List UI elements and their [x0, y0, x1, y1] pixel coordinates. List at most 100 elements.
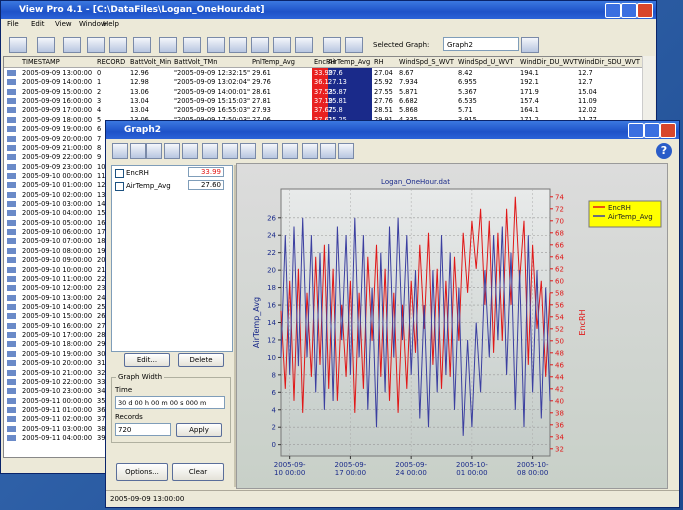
time-input[interactable]: 30 d 00 h 00 m 00 s 000 m — [115, 396, 225, 409]
table-cell: 2005-09-09 23:00:00 — [22, 162, 93, 171]
table-cell: 2005-09-10 01:00:00 — [22, 181, 93, 190]
tool-icon[interactable] — [229, 37, 247, 53]
table-cell: 21 — [97, 265, 106, 274]
tool-icon[interactable] — [112, 143, 128, 159]
graph-width-group — [111, 377, 231, 443]
y-tick-label: 16 — [267, 302, 276, 310]
y-tick-label: 14 — [267, 319, 276, 327]
tool-icon[interactable] — [159, 37, 177, 53]
menu-item[interactable]: View — [55, 20, 72, 28]
table-cell: 32 — [97, 368, 106, 377]
graph-select[interactable]: Graph2 — [443, 37, 519, 51]
options-button[interactable]: Options... — [116, 463, 168, 481]
tool-icon[interactable] — [109, 37, 127, 53]
tool-icon[interactable] — [130, 143, 146, 159]
trace-checkbox[interactable] — [115, 182, 124, 191]
maximize[interactable] — [644, 123, 660, 138]
tool-icon[interactable] — [87, 37, 105, 53]
tool-icon[interactable] — [240, 143, 256, 159]
row-icon — [7, 369, 16, 376]
trace-name[interactable]: EncRH — [126, 169, 149, 177]
tool-icon[interactable] — [202, 143, 218, 159]
y-axis-label: AirTemp_Avg — [252, 297, 261, 348]
table-cell: 2005-09-10 07:00:00 — [22, 237, 93, 246]
table-cell: 16 — [97, 218, 106, 227]
table-cell: 2005-09-09 20:00:00 — [22, 134, 93, 143]
tool-icon[interactable] — [251, 37, 269, 53]
minimize[interactable] — [605, 3, 621, 18]
tool-icon[interactable] — [222, 143, 238, 159]
row-icon — [7, 378, 16, 385]
table-cell: 6.682 — [399, 97, 418, 106]
maximize[interactable] — [621, 3, 637, 18]
tool-icon[interactable] — [302, 143, 318, 159]
edit-button[interactable]: Edit... — [124, 353, 170, 367]
tool-icon[interactable] — [323, 37, 341, 53]
tool-icon[interactable] — [521, 37, 539, 53]
table-cell: 2005-09-10 21:00:00 — [22, 368, 93, 377]
table-cell: 29.76 — [252, 78, 271, 87]
trace-checkbox[interactable] — [115, 169, 124, 178]
y2-tick-label: 54 — [555, 313, 564, 321]
table-cell: 2005-09-10 19:00:00 — [22, 349, 93, 358]
table-cell: 11.77 — [578, 116, 597, 124]
close[interactable] — [637, 3, 653, 18]
y2-tick-label: 58 — [555, 289, 564, 297]
tool-icon[interactable] — [37, 37, 55, 53]
y-tick-label: 22 — [267, 249, 276, 257]
help-icon[interactable]: ? — [656, 143, 672, 159]
tool-icon[interactable] — [9, 37, 27, 53]
tool-icon[interactable] — [182, 143, 198, 159]
menu-item[interactable]: Window — [79, 20, 107, 28]
chart: Logan_OneHour.dat02468101214161820222426… — [252, 178, 662, 459]
column-header: BattVolt_Min — [130, 58, 172, 66]
tool-icon[interactable] — [146, 143, 162, 159]
tool-icon[interactable] — [183, 37, 201, 53]
selected-graph-label: Selected Graph: — [373, 41, 430, 49]
tool-icon[interactable] — [207, 37, 225, 53]
table-cell: 2005-09-10 22:00:00 — [22, 377, 93, 386]
tool-icon[interactable] — [133, 37, 151, 53]
tool-icon[interactable] — [338, 143, 354, 159]
row-icon — [7, 350, 16, 357]
table-cell: 12.96 — [130, 69, 149, 77]
y2-tick-label: 70 — [555, 217, 564, 225]
table-cell: 13.04 — [130, 97, 149, 106]
y-tick-label: 4 — [272, 406, 277, 414]
menu-item[interactable]: File — [7, 20, 19, 28]
tool-icon[interactable] — [320, 143, 336, 159]
table-cell: 11 — [97, 171, 106, 180]
title-bar: View Pro 4.1 - [C:\DataFiles\Logan_OneHo… — [1, 1, 656, 19]
y2-tick-label: 36 — [555, 421, 564, 429]
delete-button[interactable]: Delete — [178, 353, 224, 367]
row-icon — [7, 191, 16, 198]
menu-item[interactable]: Help — [103, 20, 119, 28]
tool-icon[interactable] — [282, 143, 298, 159]
row-icon — [7, 126, 16, 133]
tool-icon[interactable] — [262, 143, 278, 159]
tool-icon[interactable] — [273, 37, 291, 53]
table-cell: 2005-09-11 02:00:00 — [22, 415, 93, 424]
apply-button[interactable]: Apply — [176, 423, 222, 437]
records-input[interactable]: 720 — [115, 423, 171, 436]
tool-icon[interactable] — [164, 143, 180, 159]
minimize[interactable] — [628, 123, 644, 138]
table-cell: 25.8 — [328, 106, 343, 115]
row-icon — [7, 341, 16, 348]
row-icon — [7, 210, 16, 217]
row-icon — [7, 219, 16, 226]
trace-name[interactable]: AirTemp_Avg — [126, 182, 171, 190]
y2-tick-label: 60 — [555, 277, 564, 285]
tool-icon[interactable] — [63, 37, 81, 53]
row-icon — [7, 435, 16, 442]
table-cell: 1 — [97, 78, 102, 87]
menu-item[interactable]: Edit — [31, 20, 45, 28]
column-header: PnlTemp_Avg — [252, 58, 295, 66]
table-cell: 13 — [97, 190, 106, 199]
table-cell: 27.81 — [252, 97, 271, 106]
tool-icon[interactable] — [345, 37, 363, 53]
clear-button[interactable]: Clear — [172, 463, 224, 481]
close[interactable] — [660, 123, 676, 138]
tool-icon[interactable] — [295, 37, 313, 53]
table-cell: "2005-09-09 14:00:01" — [174, 87, 251, 96]
